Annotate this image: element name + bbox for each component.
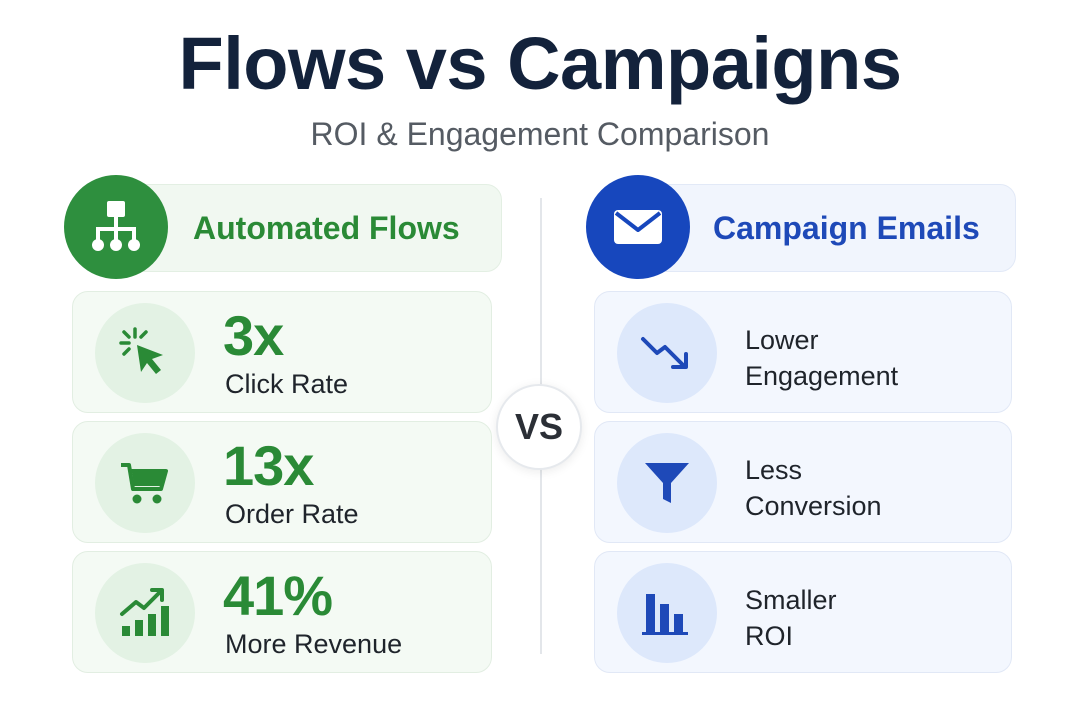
bar-chart-icon	[617, 563, 717, 663]
cursor-click-icon	[95, 303, 195, 403]
card-text-line1: Smaller	[745, 585, 837, 615]
campaign-emails-heading: Campaign Emails	[713, 209, 980, 246]
page-subtitle: ROI & Engagement Comparison	[310, 116, 770, 152]
card-text-line2: Engagement	[745, 361, 899, 391]
funnel-icon	[617, 433, 717, 533]
order-rate-card: 13x Order Rate	[72, 421, 492, 543]
card-text-line2: Conversion	[745, 491, 882, 521]
engagement-card: Lower Engagement	[594, 291, 1012, 413]
card-text-line1: Less	[745, 455, 803, 485]
card-text-line1: Lower	[745, 325, 819, 355]
stat-label: Click Rate	[225, 369, 349, 399]
stat-value: 41%	[223, 564, 333, 627]
shopping-cart-icon	[95, 433, 195, 533]
vs-badge: VS	[496, 384, 582, 470]
stat-value: 3x	[223, 304, 284, 367]
envelope-icon	[586, 175, 690, 279]
roi-card: Smaller ROI	[594, 551, 1012, 673]
click-rate-card: 3x Click Rate	[72, 291, 492, 413]
page-title: Flows vs Campaigns	[178, 22, 902, 105]
conversion-card: Less Conversion	[594, 421, 1012, 543]
stat-label: Order Rate	[225, 499, 359, 529]
growth-chart-icon	[95, 563, 195, 663]
flowchart-icon	[64, 175, 168, 279]
automated-flows-heading: Automated Flows	[193, 209, 460, 246]
card-text: Smaller ROI	[745, 582, 837, 654]
stat-value: 13x	[223, 434, 314, 497]
card-text: Less Conversion	[745, 452, 882, 524]
card-text: Lower Engagement	[745, 322, 898, 394]
trend-down-icon	[617, 303, 717, 403]
card-text-line2: ROI	[745, 621, 794, 651]
revenue-card: 41% More Revenue	[72, 551, 492, 673]
stat-label: More Revenue	[225, 629, 403, 659]
